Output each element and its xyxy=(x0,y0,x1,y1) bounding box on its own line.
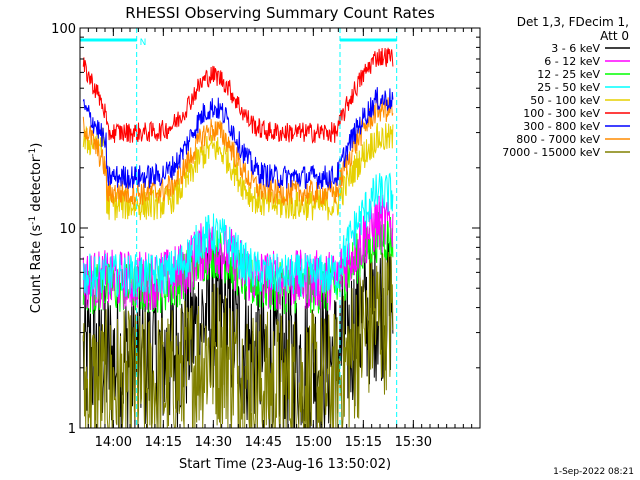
legend-label: 25 - 50 keV xyxy=(537,81,600,94)
x-tick-label: 14:15 xyxy=(145,435,182,450)
legend-label: 3 - 6 keV xyxy=(551,42,600,55)
data-layer xyxy=(82,47,394,429)
x-tick-label: 14:00 xyxy=(95,435,132,450)
x-tick-label: 15:00 xyxy=(295,435,332,450)
series-line xyxy=(82,122,394,221)
axis-layer: 14:00 14:15 14:30 14:45 15:00 15:15 15:30 1 10 10… xyxy=(51,22,481,450)
legend-header-line: Att 0 xyxy=(600,29,629,43)
legend-label: 7000 - 15000 keV xyxy=(502,146,600,159)
series-line xyxy=(82,47,394,144)
x-tick-label: 15:15 xyxy=(345,435,382,450)
legend-header-line: Det 1,3, FDecim 1, xyxy=(517,15,629,29)
legend-label: 100 - 300 keV xyxy=(523,107,600,120)
legend-label: 50 - 100 keV xyxy=(530,94,600,107)
y-tick-label: 100 xyxy=(51,22,76,37)
series-line xyxy=(82,172,394,298)
series-line xyxy=(82,87,394,190)
y-axis-label: Count Rate (s-1 detector-1) xyxy=(28,143,44,314)
legend-label: 12 - 25 keV xyxy=(537,68,600,81)
y-axis-label-exponent: -1 xyxy=(28,216,38,225)
x-tick-label: 14:45 xyxy=(245,435,282,450)
x-axis-label: Start Time (23-Aug-16 13:50:02) xyxy=(179,457,391,472)
y-tick-label: 1 xyxy=(68,422,76,437)
flag-annotation: N xyxy=(140,38,147,48)
x-tick-label: 14:30 xyxy=(195,435,232,450)
legend-label: 800 - 7000 keV xyxy=(516,133,600,146)
y-tick-label: 10 xyxy=(59,222,76,237)
legend-label: 300 - 800 keV xyxy=(523,120,600,133)
timestamp: 1-Sep-2022 08:21 xyxy=(553,467,634,477)
legend-label: 6 - 12 keV xyxy=(544,55,600,68)
y-axis-label-part: detector xyxy=(29,156,44,216)
y-axis-label-exponent: -1 xyxy=(28,148,38,157)
y-axis-label-part: ) xyxy=(29,143,44,148)
series-line xyxy=(82,96,394,206)
y-axis-label-part: Count Rate (s xyxy=(29,225,44,314)
x-tick-label: 15:30 xyxy=(395,435,432,450)
chart-title: RHESSI Observing Summary Count Rates xyxy=(125,4,435,22)
